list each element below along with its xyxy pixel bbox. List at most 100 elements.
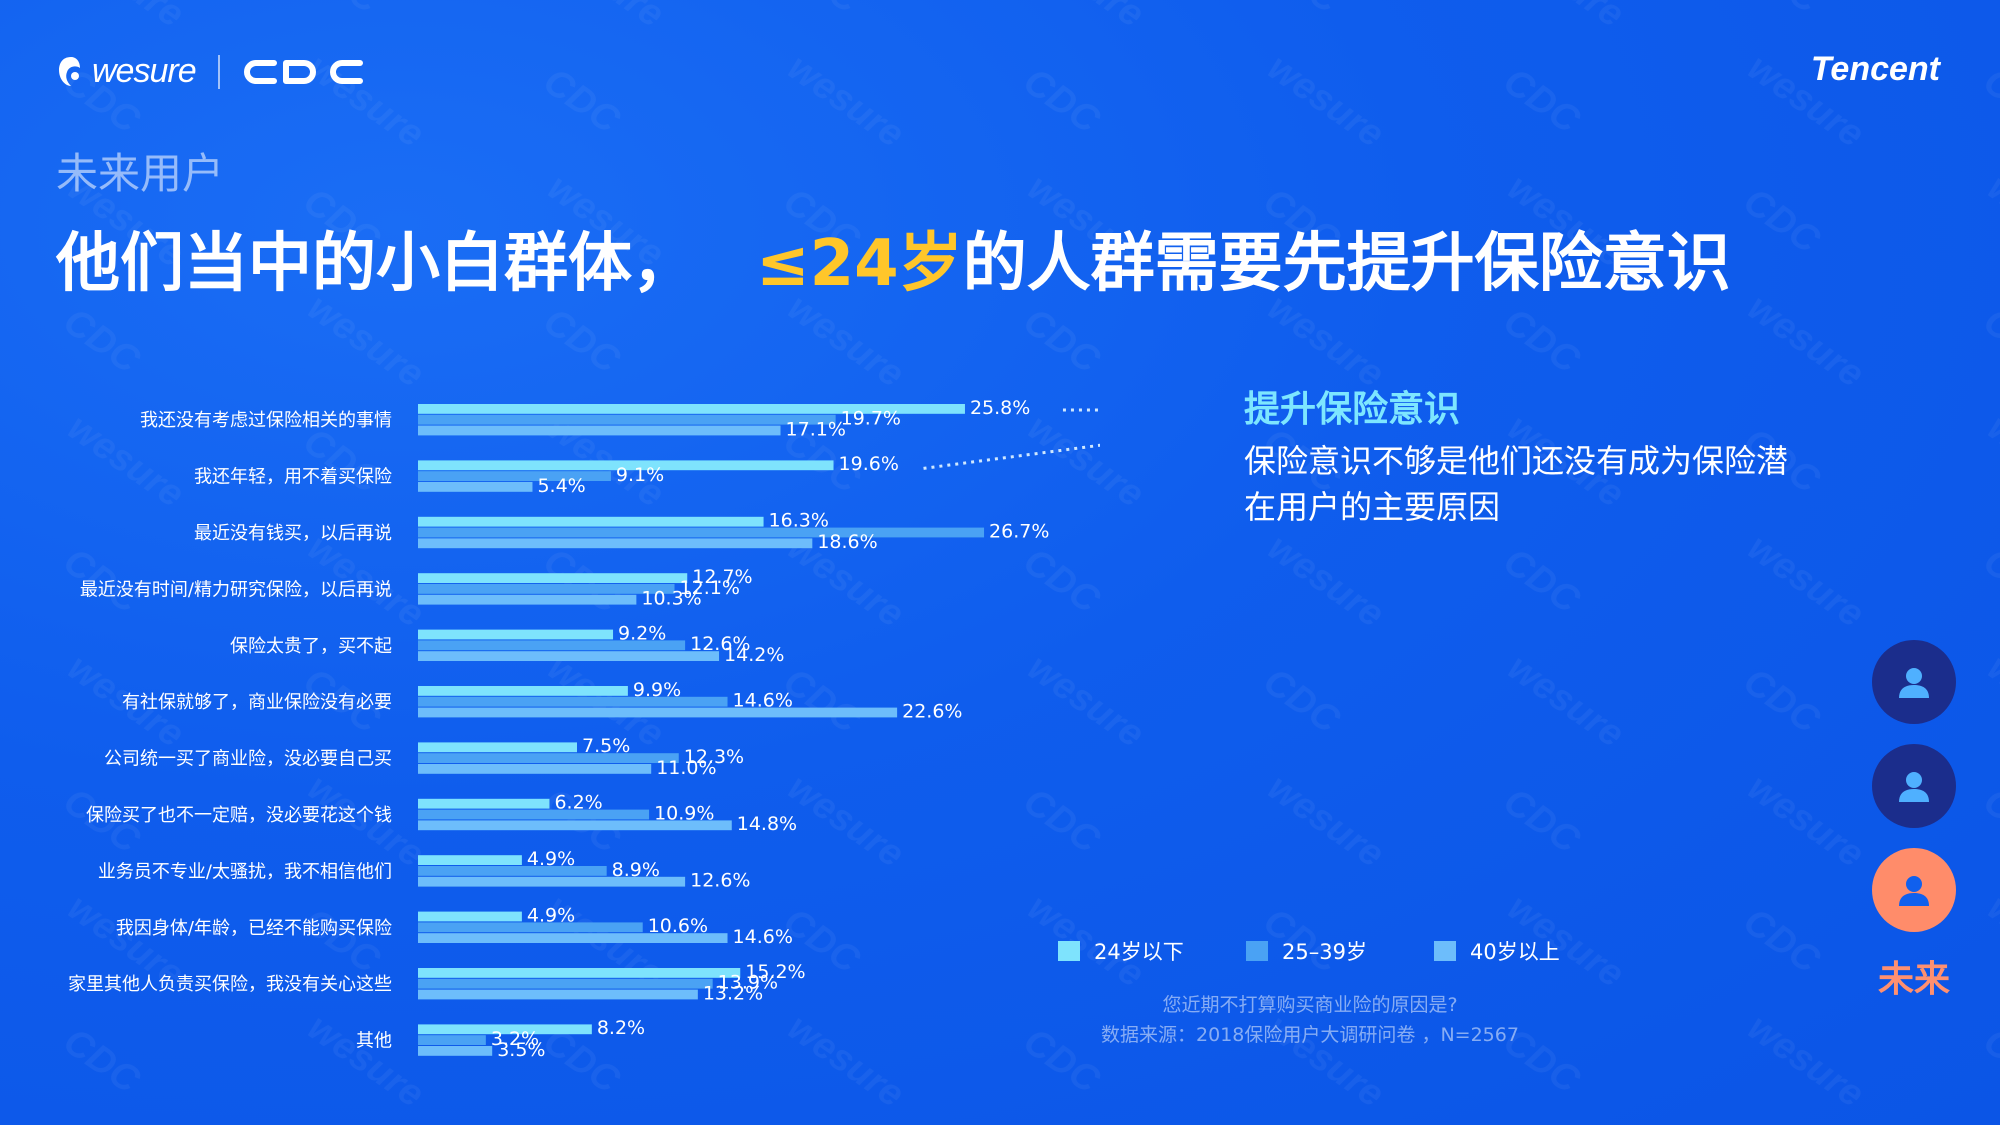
data-label: 12.6% (690, 633, 750, 655)
bar (418, 471, 611, 481)
data-label: 4.9% (527, 848, 575, 870)
arrow-line (923, 443, 1100, 470)
data-label: 14.2% (724, 644, 784, 666)
data-label: 12.1% (680, 577, 740, 599)
user-icon (1899, 668, 1929, 698)
data-label: 13.9% (718, 972, 778, 994)
persona-avatar-2[interactable] (1872, 744, 1956, 828)
bar (418, 516, 764, 527)
data-label: 9.9% (633, 679, 681, 701)
bar (418, 742, 577, 753)
category-label: 我因身体/年龄，已经不能购买保险 (116, 918, 392, 939)
wesure-mark-icon (59, 56, 80, 86)
logo-divider (217, 54, 220, 89)
user-icon (1899, 876, 1929, 906)
category-label: 我还年轻，用不着买保险 (194, 467, 392, 488)
data-label: 25.8% (970, 397, 1030, 419)
category-label: 有社保就够了，商业保险没有必要 (122, 692, 392, 713)
data-label: 11.0% (656, 757, 716, 779)
category-label: 家里其他人负责买保险，我没有关心这些 (68, 974, 392, 995)
data-label: 3.2% (491, 1028, 539, 1050)
data-label: 16.3% (769, 510, 829, 532)
data-label: 10.3% (641, 588, 701, 610)
wesure-logo: wesure (56, 52, 197, 91)
data-label: 3.5% (497, 1039, 545, 1061)
data-label: 15.2% (745, 961, 805, 983)
bar (418, 933, 728, 943)
legend-label: 24岁以下 (1094, 940, 1184, 964)
bar (418, 764, 652, 774)
bar (418, 1024, 592, 1035)
user-icon (1899, 772, 1929, 802)
data-source: 数据来源：2018保险用户大调研问卷 ，N=2567 (1101, 1024, 1519, 1046)
legend-item-25-39: 25–39岁 (1246, 936, 1434, 966)
category-label: 最近没有时间/精力研究保险，以后再说 (80, 579, 392, 600)
page-subtitle: 未来用户 (56, 149, 225, 198)
bar (418, 922, 643, 933)
data-label: 19.7% (841, 408, 901, 430)
data-label: 17.1% (786, 418, 846, 440)
data-label: 10.6% (648, 915, 708, 937)
bar (418, 820, 732, 831)
legend-swatch (1058, 941, 1080, 961)
data-label: 9.2% (618, 622, 666, 644)
category-label: 其他 (356, 1031, 392, 1052)
wesure-wordmark: wesure (92, 52, 197, 90)
bar (418, 573, 688, 583)
bar (418, 855, 522, 865)
bar (418, 594, 637, 605)
data-label: 18.6% (817, 531, 877, 553)
legend-label: 40岁以上 (1470, 940, 1560, 964)
data-label: 10.9% (654, 802, 714, 824)
category-label: 我还没有考虑过保险相关的事情 (140, 410, 392, 431)
persona-avatar-1[interactable] (1872, 640, 1956, 724)
bar (418, 911, 522, 922)
category-label: 保险太贵了，买不起 (230, 636, 392, 657)
page-title: 他们当中的小白群体， ≤24岁的人群需要先提升保险意识 (56, 212, 1731, 304)
bar (418, 584, 675, 594)
data-label: 22.6% (902, 700, 962, 722)
legend-swatch (1434, 941, 1456, 961)
cdc-logo (243, 59, 363, 84)
bar (418, 527, 985, 538)
data-label: 14.8% (737, 813, 797, 835)
bar (418, 876, 686, 887)
bar (418, 640, 686, 651)
tencent-logo: Tencent (1810, 50, 1940, 88)
bar (418, 538, 813, 549)
title-rest: 的人群需要先提升保险意识 (962, 227, 1731, 301)
bar (418, 414, 836, 425)
data-label: 14.6% (733, 690, 793, 712)
category-label: 最近没有钱买，以后再说 (194, 523, 392, 544)
legend-item-over-40: 40岁以上 (1434, 936, 1622, 966)
bar (418, 1046, 493, 1056)
bar (418, 425, 781, 436)
chart-footnote: 您近期不打算购买商业险的原因是? 数据来源：2018保险用户大调研问卷 ，N=2… (1090, 990, 1530, 1050)
data-label: 7.5% (582, 735, 630, 757)
persona-active-label: 未来 (1877, 959, 1950, 1000)
insight-title: 提升保险意识 (1244, 389, 1461, 430)
data-label: 14.6% (733, 926, 793, 948)
bar (418, 686, 628, 696)
bar (418, 460, 834, 471)
bar (418, 707, 898, 718)
data-label: 19.6% (839, 453, 899, 475)
data-label: 8.9% (612, 859, 660, 881)
survey-question: 您近期不打算购买商业险的原因是? (1162, 994, 1458, 1016)
data-label: 13.2% (703, 982, 763, 1004)
bar (418, 629, 614, 640)
data-label: 26.7% (989, 520, 1049, 542)
reasons-bar-chart: 我还没有考虑过保险相关的事情 25.8% 19.7%17.1% 我还年轻，用不着买保险… (68, 397, 1100, 1061)
bar (418, 404, 965, 414)
persona-avatar-future[interactable] (1872, 848, 1956, 932)
data-label: 9.1% (616, 464, 664, 486)
data-label: 12.6% (690, 870, 750, 892)
data-label: 5.4% (537, 475, 585, 497)
bar (418, 753, 679, 763)
title-highlight: ≤24岁 (756, 227, 963, 301)
bar (418, 798, 550, 809)
title-main: 他们当中的小白群体， (56, 227, 696, 301)
bar (418, 866, 607, 876)
bar (418, 1035, 486, 1045)
